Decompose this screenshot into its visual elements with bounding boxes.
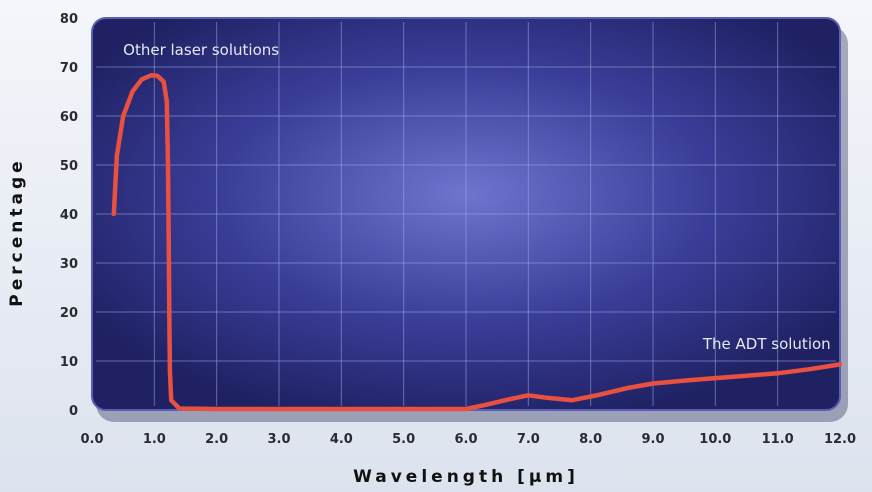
y-axis-title: Percentage bbox=[7, 157, 27, 306]
x-tick-label: 7.0 bbox=[517, 432, 540, 447]
x-tick-label: 5.0 bbox=[392, 432, 415, 447]
x-axis-title: Wavelength [µm] bbox=[353, 467, 579, 487]
series-line bbox=[111, 73, 843, 412]
axes: 0.0 1.0 2.0 3.0 4.0 5.0 6.0 7.0 8.0 9.0 10.0 11.0 12… bbox=[60, 12, 856, 447]
y-tick-label: 70 bbox=[60, 61, 78, 76]
x-tick-label: 6.0 bbox=[454, 432, 477, 447]
x-tick-label: 8.0 bbox=[579, 432, 602, 447]
x-tick-label: 0.0 bbox=[80, 432, 103, 447]
annotations: Other laser solutions The ADT solution bbox=[123, 41, 831, 353]
y-tick-label: 30 bbox=[60, 257, 78, 272]
x-tick-label: 12.0 bbox=[824, 432, 856, 447]
y-tick-label: 60 bbox=[60, 110, 78, 125]
y-tick-label: 80 bbox=[60, 12, 78, 27]
y-tick-label: 50 bbox=[60, 159, 78, 174]
x-tick-label: 11.0 bbox=[762, 432, 794, 447]
x-tick-label: 10.0 bbox=[699, 432, 731, 447]
y-tick-label: 10 bbox=[60, 355, 78, 370]
y-tick-label: 40 bbox=[60, 208, 78, 223]
x-tick-label: 4.0 bbox=[330, 432, 353, 447]
x-tick-label: 1.0 bbox=[143, 432, 166, 447]
annotation-label: Other laser solutions bbox=[123, 41, 279, 59]
x-tick-label: 9.0 bbox=[641, 432, 664, 447]
annotation-label: The ADT solution bbox=[702, 335, 831, 353]
y-tick-label: 0 bbox=[69, 404, 78, 419]
series bbox=[111, 73, 843, 412]
y-tick-label: 20 bbox=[60, 306, 78, 321]
x-tick-label: 3.0 bbox=[267, 432, 290, 447]
grid bbox=[96, 22, 836, 406]
x-tick-label: 2.0 bbox=[205, 432, 228, 447]
